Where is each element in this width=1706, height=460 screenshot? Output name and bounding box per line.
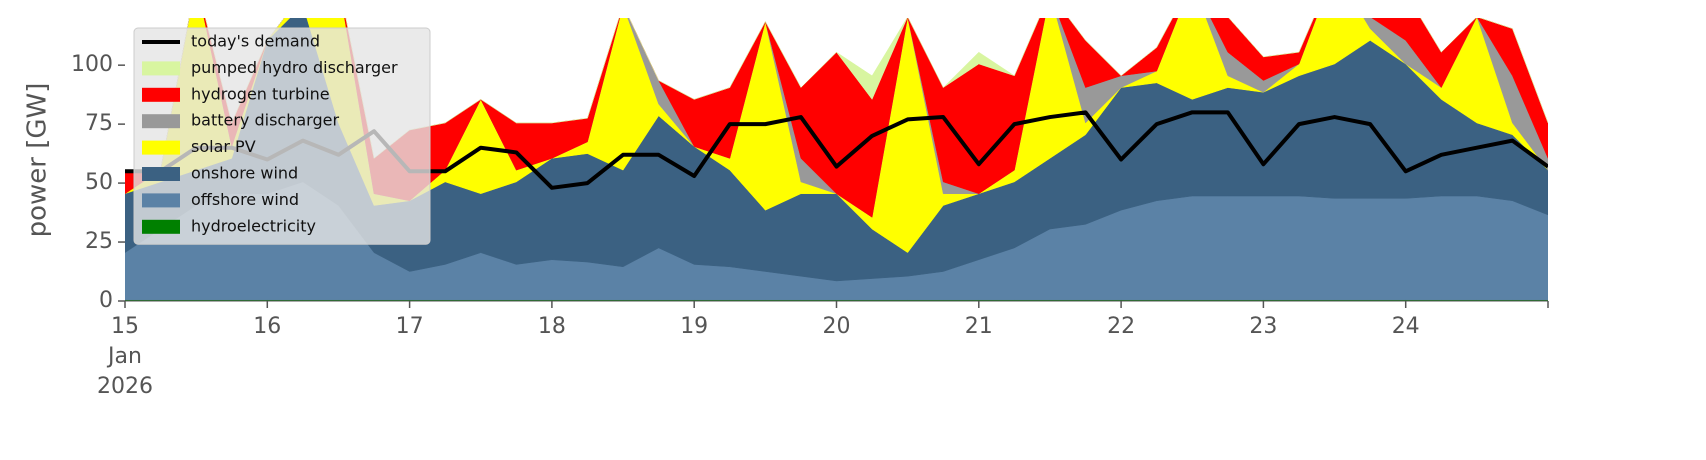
- y-tick-label: 100: [71, 52, 113, 77]
- legend-swatch: [142, 140, 180, 155]
- x-tick-label: 18: [537, 314, 566, 339]
- legend-label: offshore wind: [191, 190, 299, 209]
- legend-label: pumped hydro discharger: [191, 58, 398, 77]
- x-tick-label: 17: [395, 314, 424, 339]
- legend-swatch: [142, 87, 180, 102]
- legend-label: hydrogen turbine: [191, 84, 330, 103]
- x-tick-label: 19: [680, 314, 709, 339]
- axes: 0 25 50 75 100: [71, 52, 1549, 313]
- legend-swatch: [142, 219, 180, 234]
- y-tick-label: 0: [99, 288, 113, 313]
- legend-swatch: [142, 114, 180, 129]
- legend-label: today's demand: [191, 32, 320, 51]
- legend-swatch: [142, 193, 180, 208]
- x-tick-label: 22: [1107, 314, 1136, 339]
- legend-swatch: [142, 167, 180, 181]
- x-tick-label: 15 Jan 2026: [97, 314, 153, 399]
- legend-label: battery discharger: [191, 111, 339, 130]
- x-tick-label: 16: [253, 314, 282, 339]
- plot-area: [125, 18, 1548, 301]
- area: [125, 18, 1548, 171]
- legend-label: solar PV: [191, 137, 256, 156]
- x-tick-label: 21: [964, 314, 993, 339]
- x-tick-label: 20: [822, 314, 851, 339]
- y-axis-label: power [GW]: [23, 83, 53, 238]
- x-tick-label: 23: [1249, 314, 1278, 339]
- x-tick-label: 24: [1391, 314, 1420, 339]
- legend-label: onshore wind: [191, 164, 298, 183]
- legend-box: [133, 27, 431, 245]
- legend-swatch: [142, 61, 180, 76]
- y-tick-label: 75: [85, 111, 113, 136]
- legend: today's demand pumped hydro discharger hyd…: [133, 27, 431, 245]
- y-tick-label: 25: [85, 229, 113, 254]
- legend-label: hydroelectricity: [191, 216, 316, 235]
- y-tick-label: 50: [85, 170, 113, 195]
